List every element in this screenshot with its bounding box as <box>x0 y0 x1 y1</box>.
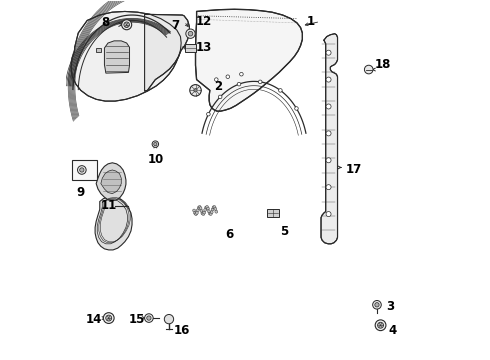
Polygon shape <box>96 48 101 51</box>
Circle shape <box>164 315 173 324</box>
Circle shape <box>207 207 209 210</box>
Circle shape <box>203 211 206 214</box>
Circle shape <box>237 82 241 86</box>
Circle shape <box>202 213 205 216</box>
Circle shape <box>373 301 381 309</box>
Circle shape <box>326 158 331 163</box>
Text: 11: 11 <box>101 199 117 212</box>
Circle shape <box>77 166 86 174</box>
Circle shape <box>201 212 204 215</box>
Circle shape <box>326 77 331 82</box>
Circle shape <box>208 212 211 215</box>
Text: 10: 10 <box>147 153 164 166</box>
Circle shape <box>375 303 379 307</box>
Circle shape <box>206 206 208 208</box>
Polygon shape <box>196 9 302 111</box>
Text: 5: 5 <box>280 225 288 238</box>
Polygon shape <box>96 163 126 201</box>
Circle shape <box>190 85 201 96</box>
FancyBboxPatch shape <box>186 44 196 51</box>
Circle shape <box>199 207 202 210</box>
Circle shape <box>378 322 384 328</box>
Circle shape <box>212 206 215 209</box>
Polygon shape <box>71 12 181 101</box>
Text: 4: 4 <box>389 324 397 337</box>
Text: 7: 7 <box>172 19 180 32</box>
Text: 17: 17 <box>346 163 363 176</box>
Text: 3: 3 <box>386 300 394 313</box>
Circle shape <box>194 212 196 215</box>
Circle shape <box>152 141 159 147</box>
Circle shape <box>197 206 200 209</box>
Circle shape <box>214 207 217 210</box>
Text: 8: 8 <box>101 16 110 29</box>
Circle shape <box>122 20 132 30</box>
Circle shape <box>240 72 243 76</box>
Polygon shape <box>72 160 97 180</box>
Polygon shape <box>101 170 122 194</box>
Circle shape <box>194 89 197 92</box>
Circle shape <box>210 211 213 214</box>
Circle shape <box>215 78 218 81</box>
Circle shape <box>193 209 196 212</box>
Circle shape <box>196 209 199 212</box>
Circle shape <box>124 22 129 27</box>
Text: 6: 6 <box>225 228 234 241</box>
Circle shape <box>80 168 84 172</box>
Circle shape <box>188 31 193 36</box>
Text: 1: 1 <box>307 15 315 28</box>
Circle shape <box>207 210 210 213</box>
Circle shape <box>294 107 298 110</box>
Circle shape <box>195 213 197 216</box>
Circle shape <box>145 314 153 322</box>
FancyBboxPatch shape <box>267 209 279 217</box>
Circle shape <box>147 316 151 320</box>
Circle shape <box>211 208 214 211</box>
Circle shape <box>204 208 207 211</box>
Text: 18: 18 <box>375 58 391 71</box>
Circle shape <box>219 95 222 99</box>
Polygon shape <box>321 34 338 244</box>
Circle shape <box>186 29 195 39</box>
Circle shape <box>326 50 331 55</box>
Circle shape <box>326 212 331 217</box>
Text: 13: 13 <box>196 41 212 54</box>
Circle shape <box>198 206 201 208</box>
Text: 9: 9 <box>76 186 85 199</box>
Polygon shape <box>145 14 190 91</box>
Circle shape <box>213 206 216 208</box>
Circle shape <box>106 315 112 321</box>
Circle shape <box>326 104 331 109</box>
Text: 15: 15 <box>128 312 145 326</box>
Circle shape <box>279 89 282 92</box>
Circle shape <box>326 131 331 136</box>
Circle shape <box>215 210 218 213</box>
Polygon shape <box>104 41 129 73</box>
Circle shape <box>207 112 210 116</box>
Circle shape <box>200 210 203 212</box>
Circle shape <box>209 212 212 215</box>
Circle shape <box>226 75 230 78</box>
Circle shape <box>258 80 262 84</box>
Text: 14: 14 <box>85 312 102 326</box>
Text: 12: 12 <box>196 15 212 28</box>
Circle shape <box>365 65 373 74</box>
Polygon shape <box>95 197 132 250</box>
Circle shape <box>205 206 208 209</box>
Circle shape <box>326 185 331 190</box>
Circle shape <box>154 143 157 146</box>
Text: 16: 16 <box>173 324 190 337</box>
Text: 2: 2 <box>215 80 222 93</box>
Circle shape <box>196 211 198 214</box>
Circle shape <box>375 320 386 330</box>
Circle shape <box>103 313 114 323</box>
